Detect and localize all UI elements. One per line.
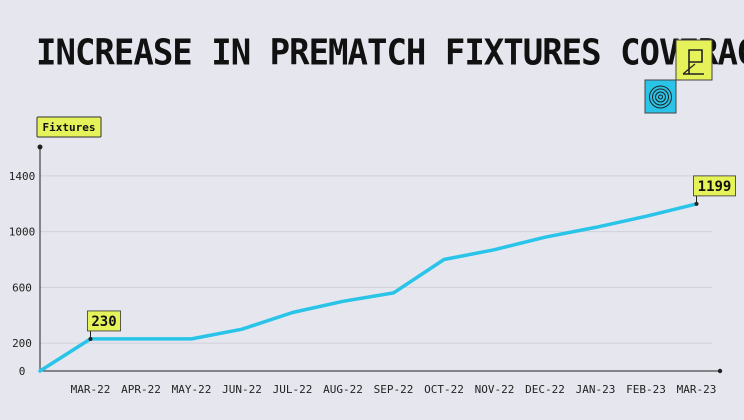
y-axis-title: Fixtures: [43, 121, 96, 134]
x-tick-label: AUG-22: [323, 383, 363, 396]
y-tick-label: 200: [12, 337, 32, 350]
y-axis-top-dot: [37, 144, 43, 150]
x-tick-label: OCT-22: [424, 383, 464, 396]
data-label: 1199: [693, 175, 736, 206]
x-tick-label: FEB-23: [626, 383, 666, 396]
data-label-bg: [693, 175, 736, 197]
y-tick-label: 1400: [9, 170, 36, 183]
data-point-marker: [88, 336, 93, 341]
x-tick-label: JAN-23: [576, 383, 616, 396]
x-tick-label: MAR-23: [677, 383, 717, 396]
flag-icon: [675, 39, 713, 81]
x-tick-label: JUN-22: [222, 383, 262, 396]
y-tick-label: 0: [19, 365, 26, 378]
x-axis-end-dot: [717, 368, 723, 374]
x-tick-label: MAR-22: [71, 383, 111, 396]
x-tick-label: DEC-22: [525, 383, 565, 396]
gridlines: [40, 175, 712, 344]
y-tick-labels: 0 200 600 1000 1400: [9, 170, 36, 378]
chart-title: INCREASE IN PREMATCH FIXTURES COVERAGE: [36, 32, 744, 74]
y-tick-label: 600: [12, 281, 32, 294]
y-axis-title-bg: [36, 116, 102, 138]
x-tick-label: APR-22: [121, 383, 161, 396]
x-tick-label: SEP-22: [374, 383, 414, 396]
target-icon: [644, 79, 677, 114]
x-tick-label: NOV-22: [475, 383, 515, 396]
data-label-text: 230: [91, 314, 116, 330]
axes: [39, 148, 723, 374]
data-annotations: 230 1199: [87, 175, 736, 341]
data-point-marker: [694, 201, 699, 206]
y-tick-label: 1000: [9, 226, 36, 239]
series-line-fixtures: [38, 202, 699, 373]
data-label-text: 1199: [698, 179, 732, 195]
y-axis-title-box: Fixtures: [36, 116, 102, 150]
data-label: 230: [87, 310, 121, 341]
decorative-icons: [644, 39, 713, 114]
x-tick-label: MAY-22: [172, 383, 212, 396]
x-tick-labels: MAR-22 APR-22 MAY-22 JUN-22 JUL-22 AUG-22 SEP-…: [71, 383, 717, 396]
x-tick-label: JUL-22: [273, 383, 313, 396]
data-label-bg: [87, 310, 121, 332]
